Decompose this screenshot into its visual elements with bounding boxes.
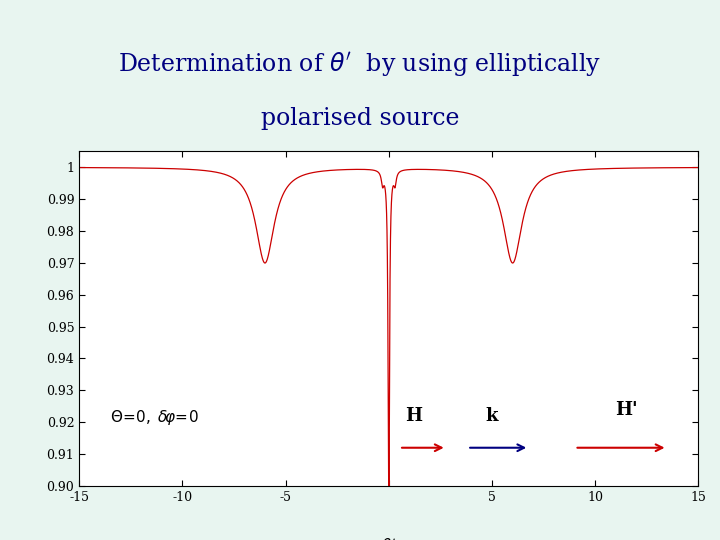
Text: polarised source: polarised source: [261, 107, 459, 130]
Text: k: k: [486, 407, 498, 426]
Text: Determination of $\theta'$  by using elliptically: Determination of $\theta'$ by using elli…: [118, 51, 602, 79]
Text: $\theta'$: $\theta'$: [381, 537, 397, 540]
Text: H': H': [615, 401, 637, 419]
Text: H: H: [405, 407, 422, 426]
Text: $\Theta\!=\!0,\;\delta\!\varphi\!=\!0$: $\Theta\!=\!0,\;\delta\!\varphi\!=\!0$: [110, 408, 199, 427]
